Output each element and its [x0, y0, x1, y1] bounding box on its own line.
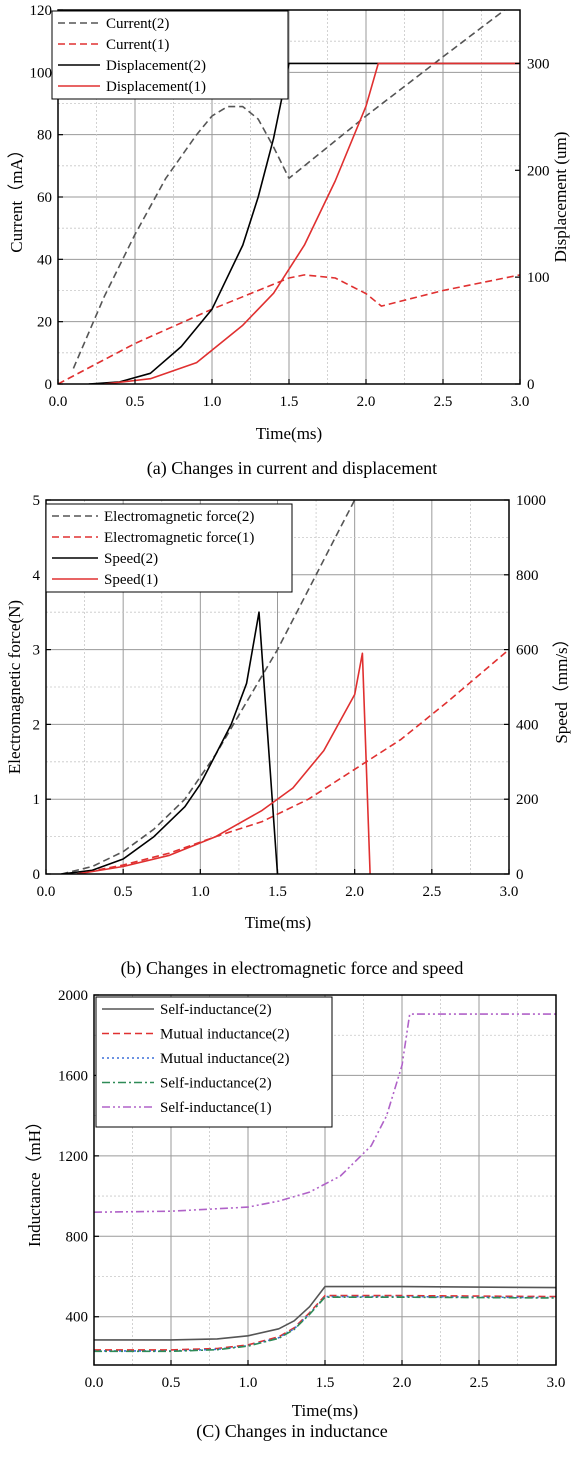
series-line-4: [104, 62, 520, 384]
x-tick-label: 0.0: [37, 884, 56, 900]
x-tick-label: 2.5: [470, 1375, 489, 1391]
x-axis-label: Time(ms): [292, 1401, 358, 1420]
chart-panel-1: 0.0 0.5 1.0 1.5 2.0 2.5 3.00204060801001200100…: [7, 3, 570, 479]
x-tick-label: 1.5: [280, 394, 299, 410]
series-line-2: [94, 1294, 556, 1351]
y2-tick-label: 100: [527, 270, 550, 286]
series-line-1: [72, 10, 506, 369]
x-tick-label: 0.0: [49, 394, 68, 410]
legend-entry-2: Current(1): [106, 37, 169, 53]
y2-tick-label: 1000: [516, 493, 546, 509]
y2-tick-label: 0: [527, 377, 535, 393]
series-line-2: [76, 648, 509, 874]
legend-box: [45, 503, 293, 593]
series-line-4: [76, 652, 371, 874]
legend-entry-4: Displacement(1): [106, 79, 206, 95]
y2-tick-label: 600: [516, 643, 539, 659]
legend-entry-1: Current(2): [106, 16, 169, 32]
legend-box: [95, 996, 333, 1128]
series-group: [61, 500, 509, 874]
y2-tick-label: 200: [527, 163, 550, 179]
y2-axis-label: Displacement (um): [551, 132, 570, 263]
x-axis-label: Time(ms): [256, 424, 322, 443]
x-tick-label: 2.5: [422, 884, 441, 900]
y-tick-label: 40: [37, 252, 52, 268]
y-tick-label: 1600: [58, 1068, 88, 1084]
legend-entry-3: Mutual inductance(2): [160, 1051, 290, 1067]
x-tick-label: 1.5: [316, 1375, 335, 1391]
series-line-3: [88, 62, 520, 384]
legend-entry-2: Electromagnetic force(1): [104, 530, 254, 546]
legend-entry-5: Self-inductance(1): [160, 1100, 272, 1116]
chart-panel-3: 0.0 0.5 1.0 1.5 2.0 2.5 3.0 400 800 1200 1600 2000 T…: [25, 988, 565, 1442]
y-tick-label: 0: [33, 867, 41, 883]
y-tick-label: 120: [30, 3, 53, 19]
x-tick-label: 0.5: [114, 884, 133, 900]
y-tick-label: 4: [33, 568, 41, 584]
x-tick-label: 1.0: [191, 884, 210, 900]
series-line-4: [94, 1296, 556, 1353]
grid: [94, 995, 556, 1365]
y-tick-label: 2: [33, 717, 41, 733]
series-group: [58, 10, 520, 384]
panel-caption: (a) Changes in current and displacement: [147, 458, 437, 479]
legend: Electromagnetic force(2) Electromagnetic …: [45, 503, 293, 593]
y-axis-label: Electromagnetic force(N): [5, 600, 24, 774]
legend-entry-1: Self-inductance(2): [160, 1002, 272, 1018]
x-tick-label: 2.0: [357, 394, 376, 410]
y2-tick-label: 200: [516, 792, 539, 808]
panel-caption: (C) Changes in inductance: [196, 1421, 387, 1442]
series-line-1: [94, 1285, 556, 1341]
y2-tick-label: 300: [527, 56, 550, 72]
x-tick-label: 2.0: [345, 884, 364, 900]
y-tick-label: 1: [33, 792, 41, 808]
x-tick-label: 0.5: [162, 1375, 181, 1391]
x-axis-label: Time(ms): [245, 913, 311, 932]
y-tick-label: 0: [45, 377, 53, 393]
series-line-3: [61, 611, 279, 874]
y-tick-label: 3: [33, 643, 41, 659]
legend: Current(2) Current(1) Displacement(2) Displ…: [51, 10, 289, 100]
legend-entry-4: Speed(1): [104, 572, 158, 588]
y2-tick-label: 0: [516, 867, 524, 883]
panel-caption: (b) Changes in electromagnetic force and…: [121, 958, 464, 979]
y-axis-label: Current（mA）: [7, 141, 26, 252]
series-line-5: [94, 1013, 556, 1213]
x-tick-label: 0.0: [85, 1375, 104, 1391]
y-axis-label: Inductance（mH）: [25, 1113, 44, 1247]
legend-entry-3: Speed(2): [104, 551, 158, 567]
y-tick-label: 400: [66, 1310, 89, 1326]
y2-axis-label: Speed（mm/s）: [552, 630, 571, 743]
x-tick-label: 1.0: [239, 1375, 258, 1391]
y-tick-label: 100: [30, 65, 53, 81]
x-tick-label: 2.0: [393, 1375, 412, 1391]
legend-entry-1: Electromagnetic force(2): [104, 509, 254, 525]
x-tick-label: 1.5: [268, 884, 287, 900]
legend-entry-2: Mutual inductance(2): [160, 1027, 290, 1043]
legend-box: [51, 10, 289, 100]
y-tick-label: 5: [33, 493, 41, 509]
y2-tick-label: 400: [516, 717, 539, 733]
legend-entry-4: Self-inductance(2): [160, 1076, 272, 1092]
y2-tick-label: 800: [516, 568, 539, 584]
y-tick-label: 80: [37, 128, 52, 144]
y-tick-label: 1200: [58, 1149, 88, 1165]
x-tick-label: 3.0: [511, 394, 530, 410]
legend-entry-3: Displacement(2): [106, 58, 206, 74]
x-tick-label: 0.5: [126, 394, 145, 410]
x-tick-label: 1.0: [203, 394, 222, 410]
series-line-2: [58, 274, 520, 384]
x-tick-label: 3.0: [500, 884, 519, 900]
chart-panel-2: 0.0 0.5 1.0 1.5 2.0 2.5 3.00123450200400600800…: [5, 493, 571, 979]
legend: Self-inductance(2) Mutual inductance(2) Mu…: [95, 996, 333, 1128]
y-tick-label: 2000: [58, 988, 88, 1004]
y-tick-label: 60: [37, 190, 52, 206]
x-tick-label: 2.5: [434, 394, 453, 410]
y-tick-label: 20: [37, 315, 52, 331]
y-tick-label: 800: [66, 1229, 89, 1245]
x-tick-label: 3.0: [547, 1375, 566, 1391]
series-group: [94, 1013, 556, 1353]
